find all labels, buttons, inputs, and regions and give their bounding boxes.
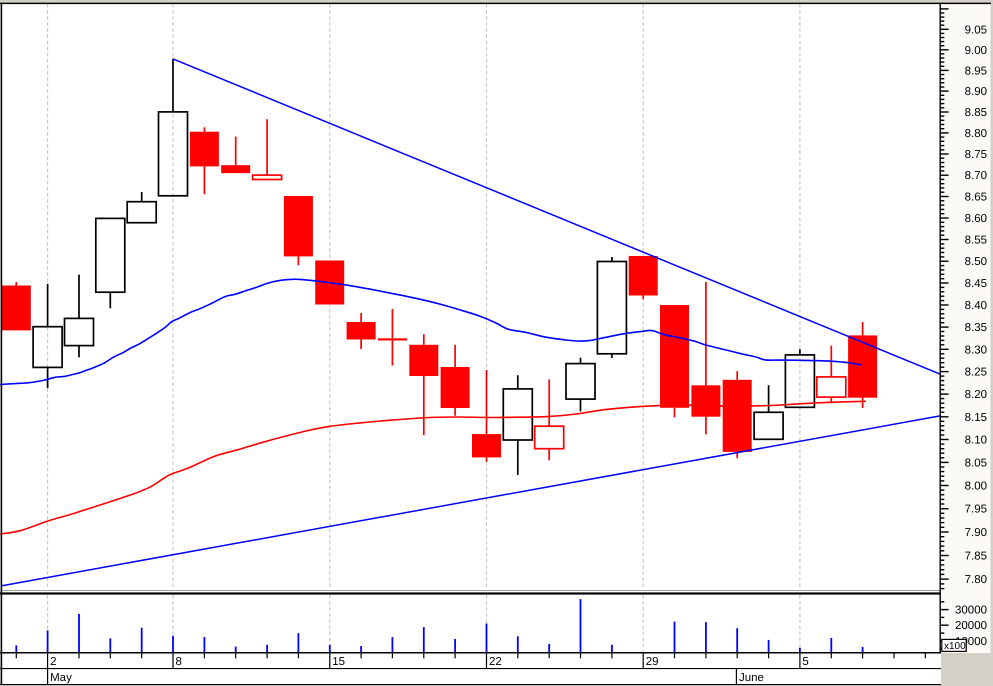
svg-text:8.15: 8.15 [965, 412, 987, 424]
svg-text:7.90: 7.90 [965, 527, 987, 539]
svg-text:15: 15 [332, 656, 345, 668]
svg-text:8.50: 8.50 [965, 256, 987, 268]
svg-text:8.30: 8.30 [965, 344, 987, 356]
svg-text:9.00: 9.00 [965, 45, 987, 57]
svg-text:9.05: 9.05 [965, 24, 987, 36]
svg-text:20000: 20000 [955, 620, 987, 632]
svg-text:8.35: 8.35 [965, 322, 987, 334]
svg-text:8.80: 8.80 [965, 128, 987, 140]
svg-text:8.75: 8.75 [965, 149, 987, 161]
svg-text:2: 2 [50, 656, 56, 668]
svg-text:8.00: 8.00 [965, 481, 987, 493]
svg-text:8.55: 8.55 [965, 235, 987, 247]
svg-text:8.20: 8.20 [965, 389, 987, 401]
svg-text:8.85: 8.85 [965, 107, 987, 119]
svg-text:8.90: 8.90 [965, 86, 987, 98]
svg-text:8.10: 8.10 [965, 435, 987, 447]
svg-text:June: June [739, 672, 764, 684]
svg-text:29: 29 [646, 656, 659, 668]
svg-text:8.60: 8.60 [965, 213, 987, 225]
svg-text:8.70: 8.70 [965, 170, 987, 182]
svg-text:7.85: 7.85 [965, 551, 987, 563]
svg-text:8.25: 8.25 [965, 367, 987, 379]
svg-text:8.95: 8.95 [965, 65, 987, 77]
svg-text:22: 22 [489, 656, 502, 668]
svg-text:8.45: 8.45 [965, 278, 987, 290]
svg-text:7.80: 7.80 [965, 574, 987, 586]
svg-text:8.40: 8.40 [965, 300, 987, 312]
svg-text:x100: x100 [944, 641, 966, 652]
svg-text:30000: 30000 [955, 605, 987, 617]
svg-text:5: 5 [802, 656, 808, 668]
svg-text:May: May [50, 672, 72, 684]
svg-text:8.05: 8.05 [965, 457, 987, 469]
svg-text:8.65: 8.65 [965, 192, 987, 204]
svg-text:8: 8 [176, 656, 182, 668]
svg-text:7.95: 7.95 [965, 504, 987, 516]
